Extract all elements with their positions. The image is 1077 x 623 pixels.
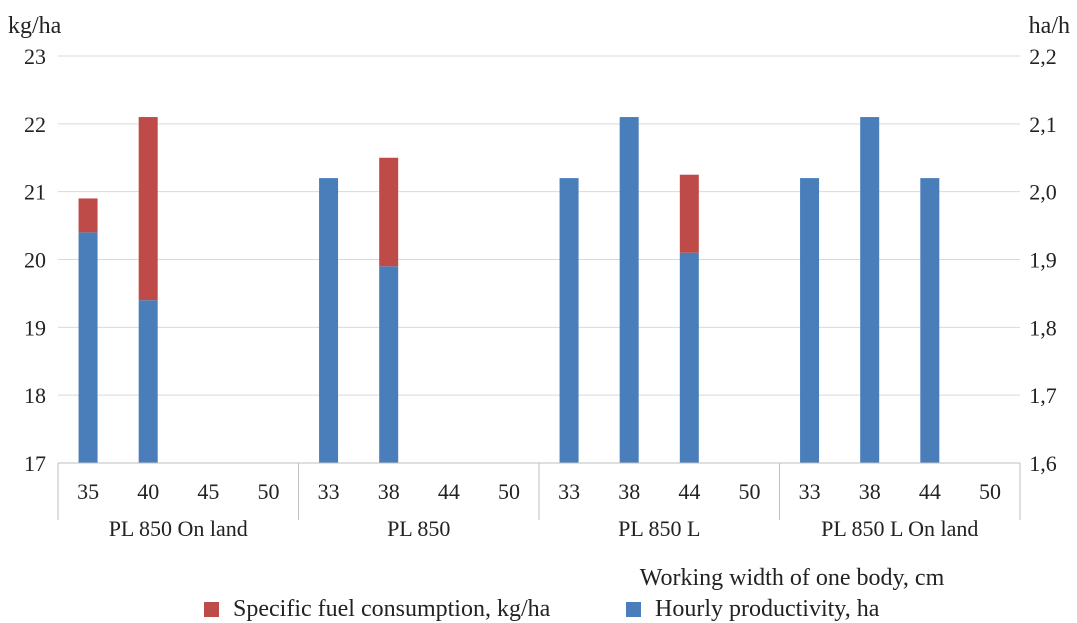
x-tick-label: 50 [257,479,279,504]
bar-hourly-productivity [619,117,639,464]
y-axis-right: 2,2 2,1 2,0 1,9 1,8 1,7 1,6 [1029,44,1057,476]
bar-hourly-productivity [138,300,158,463]
bar-specific-fuel-consumption [679,174,699,253]
y-right-tick-label: 2,0 [1029,180,1057,205]
group-label: PL 850 [387,516,450,541]
x-tick-label: 38 [378,479,400,504]
bar-hourly-productivity [379,266,399,463]
legend-swatch-productivity [626,602,641,617]
legend-label-productivity: Hourly productivity, ha [655,596,880,622]
x-axis: PL 850 On land PL 850 PL 850 L PL 850 L On … [57,462,1021,541]
bar-specific-fuel-consumption [138,117,158,301]
x-tick-label: 38 [859,479,881,504]
x-tick-label: 44 [678,479,700,504]
y-right-tick-label: 2,2 [1029,44,1057,69]
y-left-tick-label: 18 [24,383,46,408]
bar-hourly-productivity [559,178,579,463]
bar-hourly-productivity [78,232,98,463]
x-axis-title: Working width of one body, cm [640,565,945,591]
x-tick-label: 33 [558,479,580,504]
y-right-tick-label: 1,9 [1029,248,1057,273]
bar-hourly-productivity [679,252,699,463]
bar-specific-fuel-consumption [379,157,399,267]
x-tick-label: 50 [498,479,520,504]
y-left-tick-label: 17 [24,451,46,476]
y-left-tick-label: 21 [24,180,46,205]
group-label: PL 850 On land [109,516,248,541]
y-left-tick-label: 19 [24,315,46,340]
legend-item-productivity: Hourly productivity, ha [626,596,879,623]
y-right-tick-label: 1,7 [1029,383,1057,408]
y-axis-left: 23 22 21 20 19 18 17 [24,44,46,476]
x-tick-label: 35 [77,479,99,504]
x-tick-label: 45 [197,479,219,504]
legend-swatch-fuel [204,602,219,617]
y-right-tick-label: 1,8 [1029,315,1057,340]
y-left-unit: kg/ha [8,13,62,39]
y-left-tick-label: 20 [24,248,46,273]
x-tick-label: 33 [318,479,340,504]
bar-hourly-productivity [920,178,940,463]
x-tick-label: 38 [618,479,640,504]
y-right-tick-label: 1,6 [1029,451,1057,476]
group-label: PL 850 L On land [821,516,978,541]
bar-hourly-productivity [800,178,820,463]
bar-hourly-productivity [860,117,880,464]
legend-item-fuel: Specific fuel consumption, kg/ha [204,596,550,623]
x-tick-label: 40 [137,479,159,504]
x-tick-label: 50 [738,479,760,504]
x-tick-label: 44 [919,479,941,504]
x-tick-label: 50 [979,479,1001,504]
legend: Specific fuel consumption, kg/ha Hourly … [0,596,1077,623]
bars [78,117,940,464]
y-left-tick-label: 23 [24,44,46,69]
gridlines [58,55,1020,396]
y-right-unit: ha/h [1029,13,1070,39]
legend-label-fuel: Specific fuel consumption, kg/ha [233,596,551,622]
group-label: PL 850 L [618,516,700,541]
bar-specific-fuel-consumption [78,198,98,233]
x-tick-label: 33 [799,479,821,504]
x-tick-label: 44 [438,479,460,504]
y-left-tick-label: 22 [24,112,46,137]
bar-hourly-productivity [319,178,339,463]
y-right-tick-label: 2,1 [1029,112,1057,137]
